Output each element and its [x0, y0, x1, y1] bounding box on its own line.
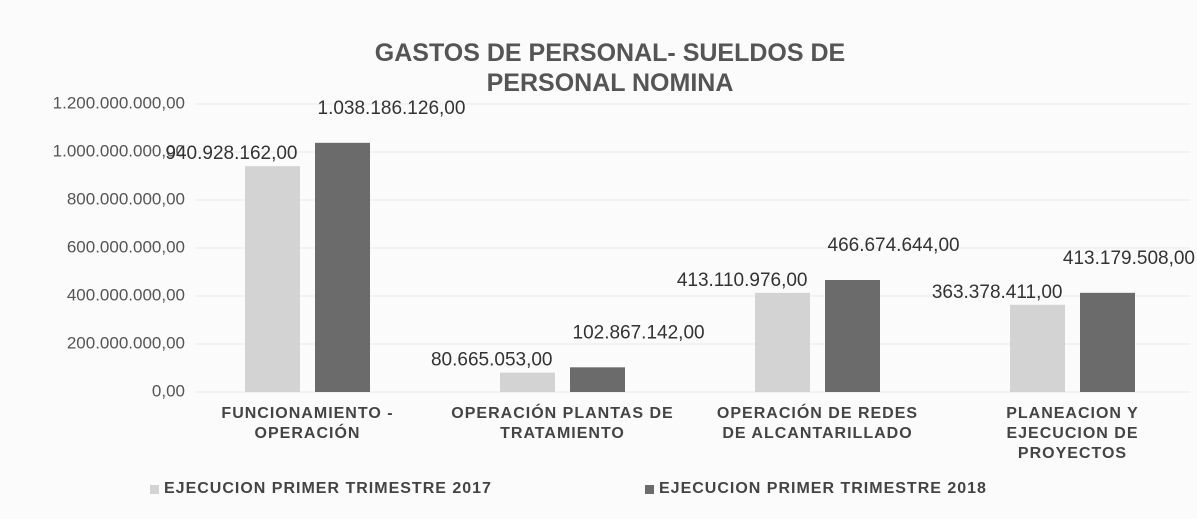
bar: [825, 279, 880, 392]
y-tick-label: 800.000.000,00: [67, 189, 185, 208]
x-tick-label: PLANEACION Y EJECUCION DE PROYECTOS: [1006, 405, 1139, 462]
bar: [570, 367, 625, 392]
bar: [500, 372, 555, 392]
value-label: 363.378.411,00: [932, 282, 1063, 303]
bar: [755, 292, 810, 392]
y-tick-label: 1.000.000.000,00: [53, 141, 185, 160]
chart-title: GASTOS DE PERSONAL- SUELDOS DE PERSONAL …: [374, 39, 846, 97]
bar: [1080, 292, 1135, 392]
value-label: 80.665.053,00: [431, 350, 553, 371]
value-label: 1.038.186.126,00: [318, 98, 466, 119]
y-tick-label: 1.200.000.000,00: [53, 93, 185, 112]
legend-swatch: [150, 484, 159, 494]
legend-label: EJECUCION PRIMER TRIMESTRE 2017: [164, 480, 492, 497]
x-tick-label: OPERACIÓN PLANTAS DE TRATAMIENTO: [451, 405, 674, 442]
legend-swatch: [645, 484, 654, 494]
value-label: 940.928.162,00: [165, 143, 297, 164]
value-label: 413.110.976,00: [677, 270, 808, 291]
y-tick-label: 600.000.000,00: [67, 237, 185, 256]
y-tick-label: 200.000.000,00: [67, 333, 185, 352]
value-label: 102.867.142,00: [573, 322, 705, 343]
legend-label: EJECUCION PRIMER TRIMESTRE 2018: [659, 480, 987, 497]
value-label: 466.674.644,00: [828, 235, 960, 256]
x-tick-label: FUNCIONAMIENTO - OPERACIÓN: [221, 405, 394, 442]
legend-item: EJECUCION PRIMER TRIMESTRE 2018: [645, 480, 987, 498]
x-tick-label: OPERACIÓN DE REDES DE ALCANTARILLADO: [716, 405, 919, 442]
bar: [245, 166, 300, 392]
legend-item: EJECUCION PRIMER TRIMESTRE 2017: [150, 480, 492, 498]
value-label: 413.179.508,00: [1063, 248, 1195, 269]
y-tick-label: 0,00: [152, 381, 185, 400]
bar: [315, 142, 370, 392]
y-tick-label: 400.000.000,00: [67, 285, 185, 304]
bar: [1010, 304, 1065, 392]
